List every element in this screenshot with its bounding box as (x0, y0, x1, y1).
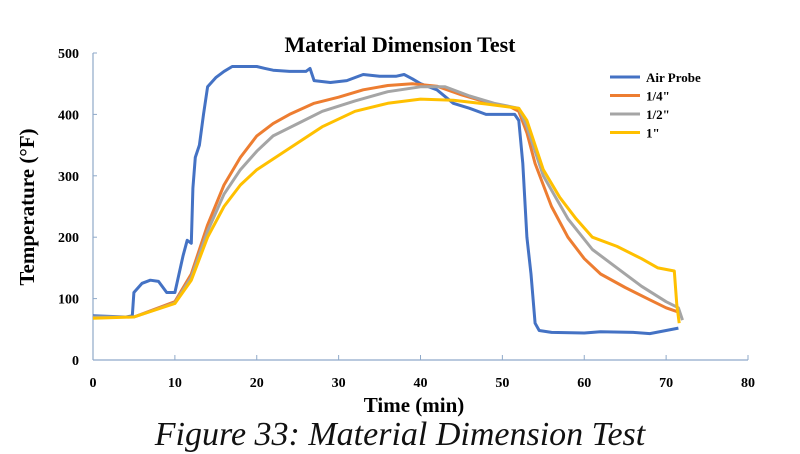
legend-label: 1/4" (646, 89, 670, 104)
series-line-0 (92, 65, 679, 336)
x-tick-label: 50 (495, 376, 509, 391)
y-tick-label: 200 (58, 231, 79, 246)
y-tick-label: 0 (72, 354, 79, 369)
x-tick-label: 60 (577, 376, 591, 391)
x-tick-label: 10 (168, 376, 182, 391)
series-line-3 (92, 97, 681, 324)
legend-label: 1/2" (646, 107, 670, 122)
y-tick-label: 500 (58, 47, 79, 62)
x-tick-label: 0 (90, 376, 97, 391)
legend-label: 1" (646, 126, 660, 141)
chart-title: Material Dimension Test (285, 32, 517, 57)
figure-caption: Figure 33: Material Dimension Test (154, 416, 646, 453)
series-line-2 (93, 85, 684, 321)
chart: Material Dimension Test Time (min) Tempe… (15, 32, 755, 417)
x-tick-label: 40 (414, 376, 428, 391)
x-tick-label: 80 (741, 376, 755, 391)
x-tick-label: 70 (659, 376, 673, 391)
y-axis-label: Temperature (°F) (15, 128, 39, 285)
x-tick-label: 20 (250, 376, 264, 391)
y-tick-label: 400 (58, 108, 79, 123)
x-axis-label: Time (min) (364, 393, 465, 417)
x-tick-label: 30 (332, 376, 346, 391)
legend-label: Air Probe (646, 70, 701, 85)
series-line-1 (93, 82, 679, 319)
y-tick-label: 300 (58, 170, 79, 185)
y-tick-label: 100 (58, 293, 79, 308)
